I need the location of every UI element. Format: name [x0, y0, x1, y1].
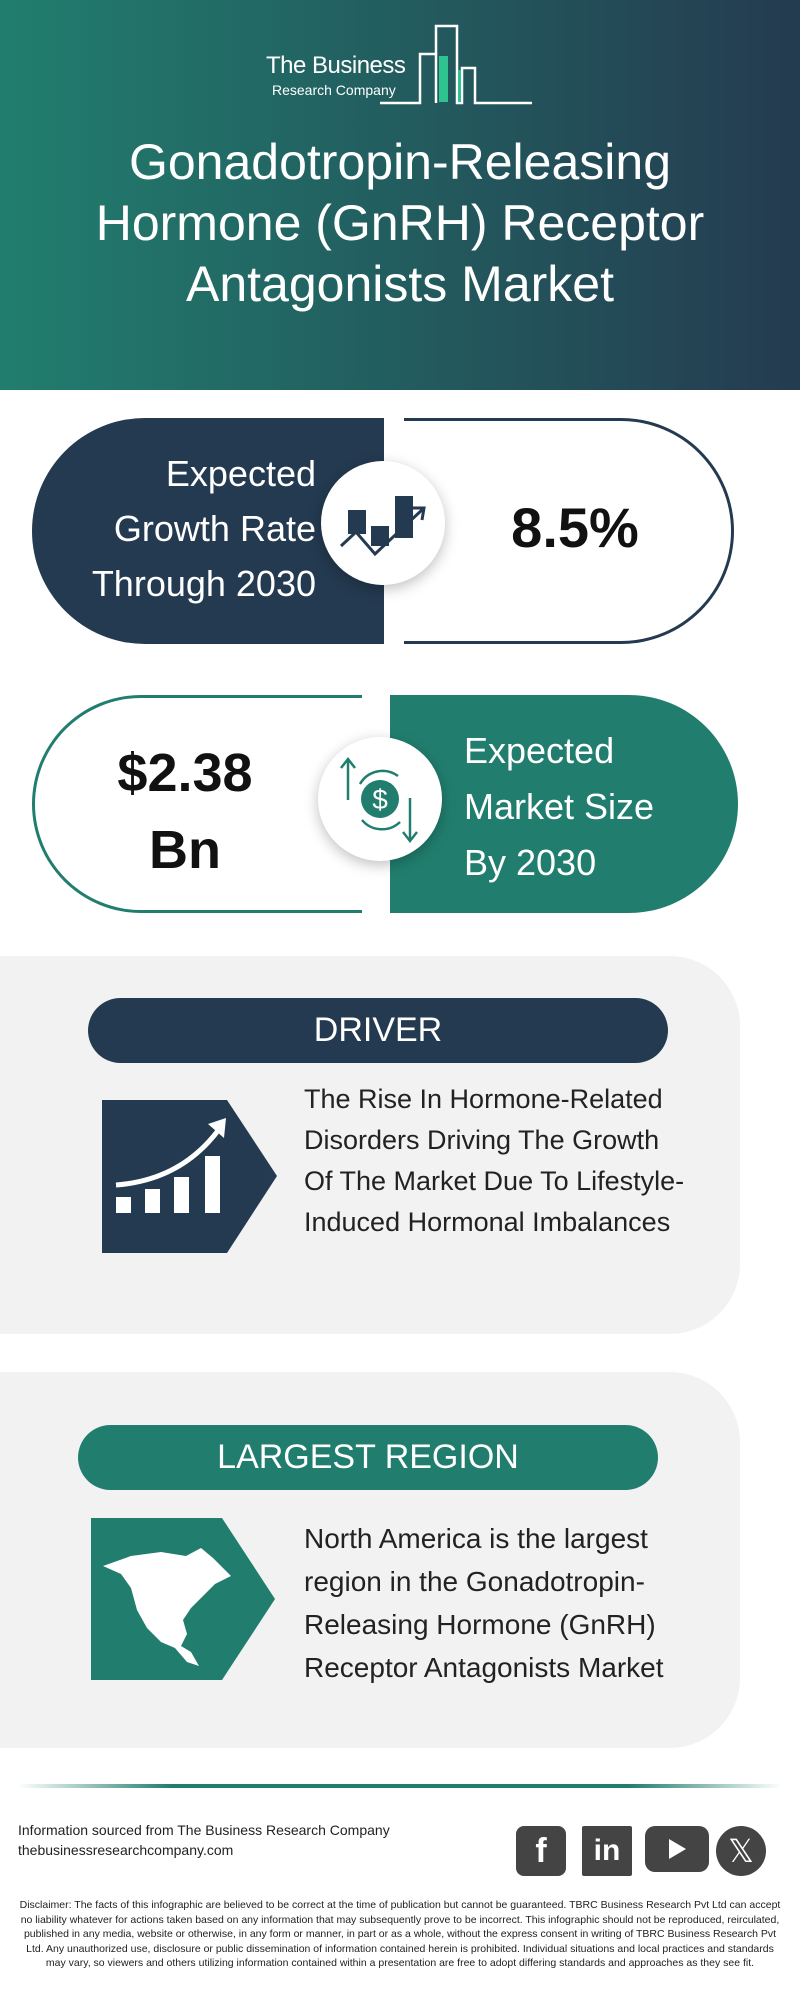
- website-link[interactable]: thebusinessresearchcompany.com: [18, 1842, 234, 1858]
- page-title: Gonadotropin-Releasing Hormone (GnRH) Re…: [0, 132, 800, 315]
- logo-subtext: Research Company: [272, 82, 396, 98]
- text-line: Of The Market Due To Lifestyle-: [304, 1166, 685, 1196]
- title-line: Gonadotropin-Releasing: [128, 134, 672, 190]
- driver-text: The Rise In Hormone-Related Disorders Dr…: [304, 1079, 684, 1243]
- logo-text: The Business: [266, 52, 406, 79]
- text-line: Receptor Antagonists Market: [304, 1652, 664, 1683]
- source-text: Information sourced from The Business Re…: [18, 1822, 390, 1838]
- facebook-icon[interactable]: f: [516, 1826, 566, 1876]
- label-line: Through 2030: [91, 563, 316, 604]
- label-line: By 2030: [464, 842, 597, 883]
- region-heading: LARGEST REGION: [78, 1425, 658, 1490]
- growth-chart-icon: [321, 461, 445, 585]
- divider: [18, 1784, 782, 1788]
- label-line: Expected: [464, 730, 615, 771]
- north-america-map-icon: [91, 1518, 275, 1680]
- region-text: North America is the largest region in t…: [304, 1517, 664, 1689]
- disclaimer: Disclaimer: The facts of this infographi…: [19, 1899, 781, 1969]
- growth-rate-value-panel: [404, 418, 734, 644]
- text-line: Disorders Driving The Growth: [304, 1125, 660, 1155]
- label-line: Expected: [165, 453, 316, 494]
- growth-rate-label: Expected Growth Rate Through 2030: [40, 446, 316, 611]
- label-line: Growth Rate: [113, 508, 316, 549]
- text-line: Induced Hormonal Imbalances: [304, 1207, 671, 1237]
- text-line: region in the Gonadotropin-: [304, 1566, 645, 1597]
- svg-text:$: $: [372, 784, 388, 815]
- value-line: $2.38: [117, 743, 253, 803]
- rising-bar-chart-icon: [102, 1100, 277, 1253]
- linkedin-icon[interactable]: in: [582, 1826, 632, 1876]
- label-line: Market Size: [464, 786, 655, 827]
- market-size-label: Expected Market Size By 2030: [464, 723, 654, 891]
- text-line: Releasing Hormone (GnRH): [304, 1609, 656, 1640]
- driver-heading: DRIVER: [88, 998, 668, 1063]
- market-size-value: $2.38 Bn: [80, 735, 290, 889]
- x-icon[interactable]: 𝕏: [716, 1826, 766, 1876]
- header-banner: The Business Research Company Gonadotrop…: [0, 0, 800, 390]
- dollar-exchange-icon: $: [318, 737, 442, 861]
- market-size-value-panel: [32, 695, 362, 913]
- youtube-icon[interactable]: [645, 1826, 709, 1872]
- logo-buildings-icon: [380, 24, 532, 105]
- title-line: Hormone (GnRH) Receptor: [95, 195, 705, 251]
- text-line: The Rise In Hormone-Related: [304, 1084, 663, 1114]
- value-line: Bn: [149, 820, 221, 880]
- market-size-label-panel: [390, 695, 738, 913]
- growth-rate-value: 8.5%: [511, 496, 639, 559]
- text-line: North America is the largest: [304, 1523, 648, 1554]
- title-line: Antagonists Market: [186, 256, 614, 312]
